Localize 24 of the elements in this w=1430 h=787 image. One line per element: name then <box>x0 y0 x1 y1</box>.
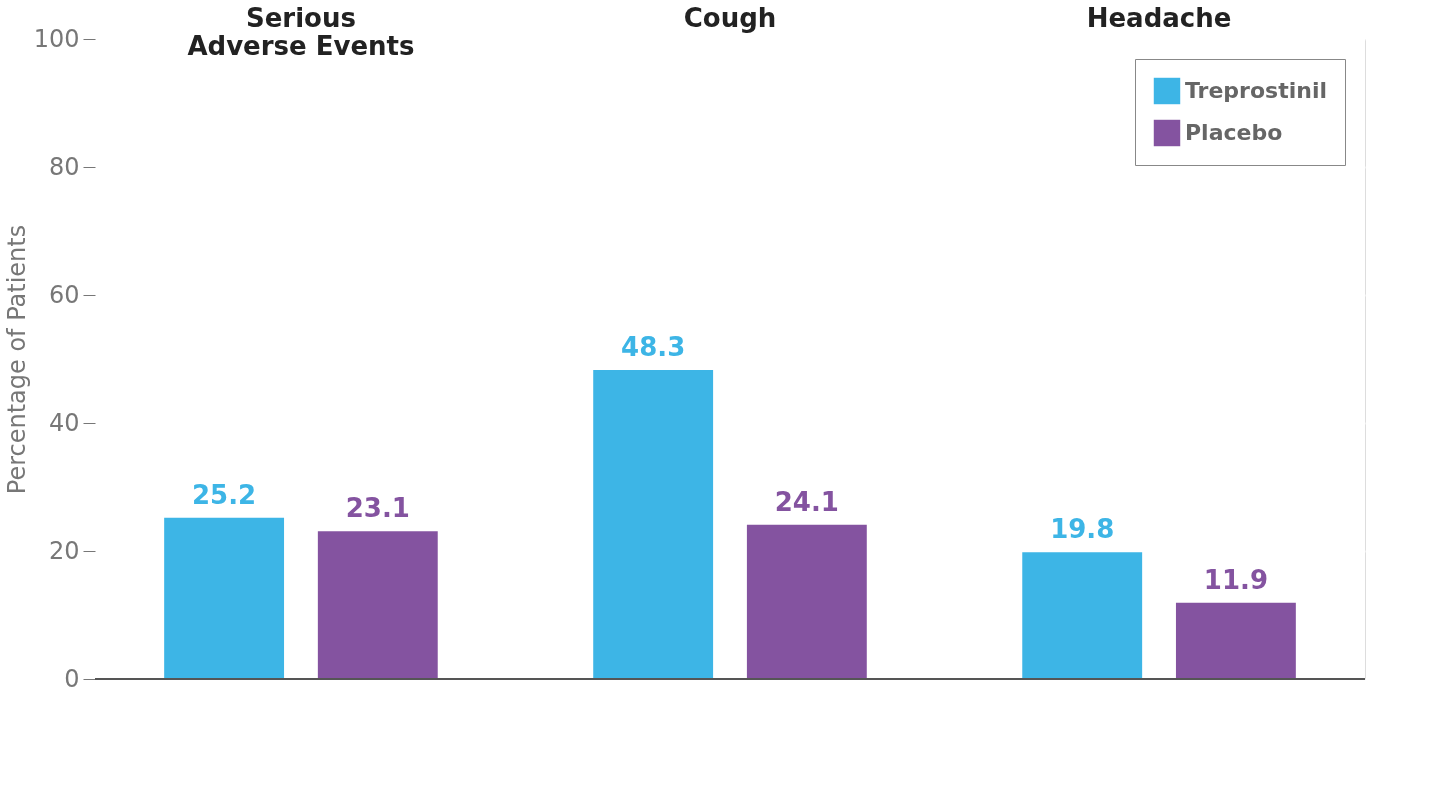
y-tick-label: 20 <box>48 536 80 565</box>
data-label: 11.9 <box>1203 564 1268 595</box>
legend-label: Placebo <box>1185 120 1283 145</box>
x-tick-label: Cough <box>683 2 777 33</box>
data-label: 25.2 <box>192 479 257 510</box>
y-axis-title: Percentage of Patients <box>2 224 31 495</box>
y-tick-label: 40 <box>48 408 80 437</box>
data-label: 48.3 <box>621 331 686 362</box>
data-label: 19.8 <box>1050 514 1115 545</box>
legend-label: Treprostinil <box>1185 78 1327 103</box>
bar <box>593 369 714 679</box>
y-tick-label: 100 <box>33 24 80 53</box>
y-tick-label: 60 <box>48 280 80 309</box>
x-tick-label: Headache <box>1086 2 1232 33</box>
data-label: 23.1 <box>345 493 410 524</box>
x-tick-label: Serious Adverse Events <box>187 2 415 61</box>
bar <box>746 524 867 679</box>
bar <box>1175 602 1296 679</box>
bar <box>164 517 285 679</box>
data-label: 24.1 <box>774 486 839 517</box>
y-tick-label: 80 <box>48 152 80 181</box>
y-tick-label: 0 <box>64 664 80 693</box>
bar <box>317 531 438 679</box>
bar <box>1022 552 1143 679</box>
